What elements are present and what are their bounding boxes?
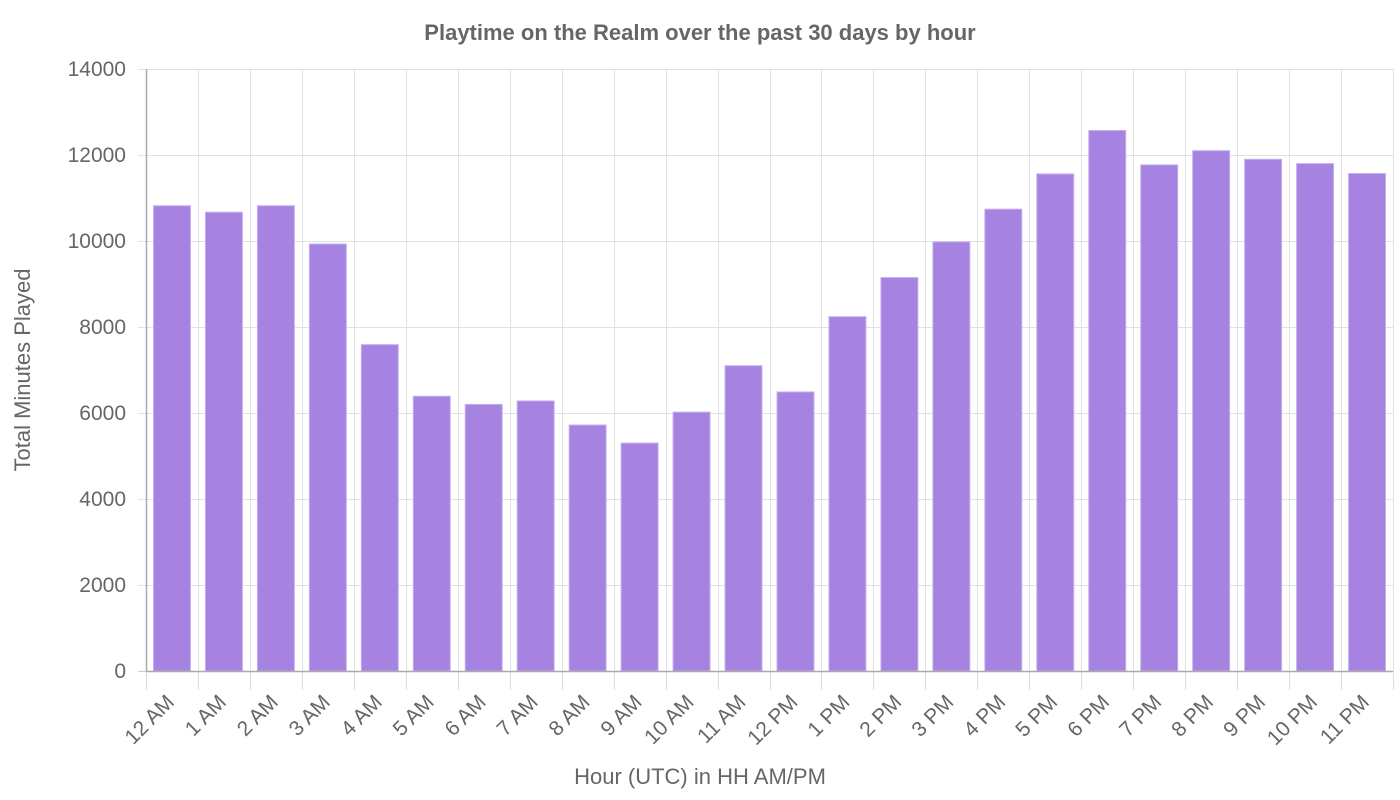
x-tick-label: 11 PM — [1316, 691, 1374, 749]
x-tick-label: 4 PM — [959, 691, 1010, 742]
y-tick-label: 0 — [114, 660, 126, 683]
y-tick-label: 14000 — [68, 58, 126, 81]
x-tick-label: 9 AM — [596, 691, 646, 741]
x-tick-label: 2 PM — [855, 691, 906, 742]
bar-9-am — [620, 442, 659, 672]
x-tick-label: 1 PM — [803, 691, 854, 742]
bar-9-pm — [1244, 158, 1283, 672]
x-tick-label: 7 AM — [493, 691, 543, 741]
x-tick-label: 8 AM — [544, 691, 594, 741]
bar-6-pm — [1088, 129, 1127, 672]
y-tick-label: 12000 — [68, 144, 126, 167]
x-axis-title: Hour (UTC) in HH AM/PM — [574, 764, 826, 789]
bar-3-am — [308, 243, 347, 672]
bar-2-pm — [880, 277, 919, 672]
x-tick-label: 6 PM — [1063, 691, 1114, 742]
y-tick-label: 6000 — [79, 402, 126, 425]
bar-5-pm — [1036, 173, 1075, 672]
bar-10-am — [672, 411, 711, 672]
bar-1-pm — [828, 316, 867, 672]
x-tick-label: 5 AM — [389, 691, 439, 741]
bar-5-am — [412, 395, 451, 672]
x-tick-label: 5 PM — [1011, 691, 1062, 742]
x-tick-label: 10 PM — [1263, 691, 1322, 750]
x-tick-label: 12 PM — [743, 691, 802, 750]
y-tick-label: 8000 — [79, 316, 126, 339]
x-tick-label: 6 AM — [441, 691, 491, 741]
x-tick-label: 3 PM — [907, 691, 958, 742]
x-tick-label: 7 PM — [1115, 691, 1166, 742]
y-tick-label: 10000 — [68, 230, 126, 253]
bar-4-pm — [984, 208, 1023, 672]
y-tick-label: 4000 — [79, 488, 126, 511]
bar-4-am — [360, 344, 399, 672]
x-tick-label: 4 AM — [337, 691, 387, 741]
x-tick-label: 11 AM — [693, 691, 750, 748]
bar-11-am — [724, 365, 763, 672]
x-tick-label: 1 AM — [181, 691, 231, 741]
bar-10-pm — [1296, 163, 1335, 672]
bar-7-pm — [1140, 164, 1179, 672]
y-tick-label: 2000 — [79, 574, 126, 597]
bar-8-pm — [1192, 150, 1231, 672]
x-tick-label: 2 AM — [233, 691, 283, 741]
x-tick-label: 3 AM — [285, 691, 335, 741]
bar-6-am — [464, 403, 503, 672]
x-tick-label: 8 PM — [1167, 691, 1218, 742]
x-tick-label: 10 AM — [640, 691, 698, 749]
bar-11-pm — [1348, 172, 1386, 672]
bar-12-pm — [776, 391, 815, 672]
chart-title: Playtime on the Realm over the past 30 d… — [424, 20, 976, 45]
bar-2-am — [256, 205, 295, 672]
x-tick-label: 12 AM — [121, 691, 179, 749]
bar-1-am — [204, 211, 243, 672]
bar-8-am — [568, 424, 607, 672]
bar-7-am — [516, 400, 555, 672]
bar-12-am — [153, 205, 191, 672]
bar-3-pm — [932, 241, 971, 672]
